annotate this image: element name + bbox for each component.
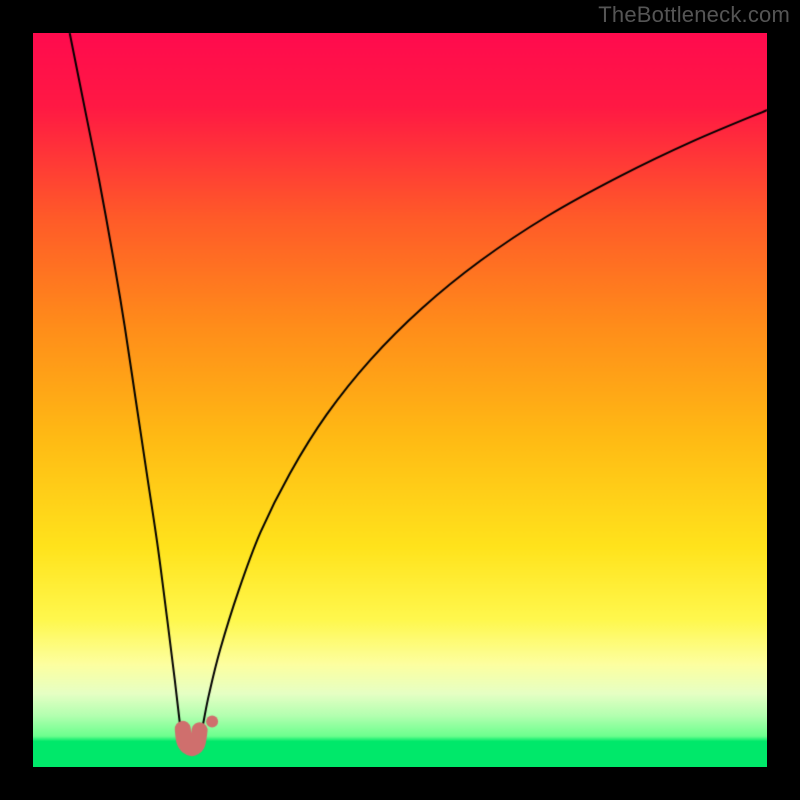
bottleneck-curve bbox=[0, 0, 800, 800]
stage: TheBottleneck.com bbox=[0, 0, 800, 800]
watermark-text: TheBottleneck.com bbox=[598, 2, 790, 28]
